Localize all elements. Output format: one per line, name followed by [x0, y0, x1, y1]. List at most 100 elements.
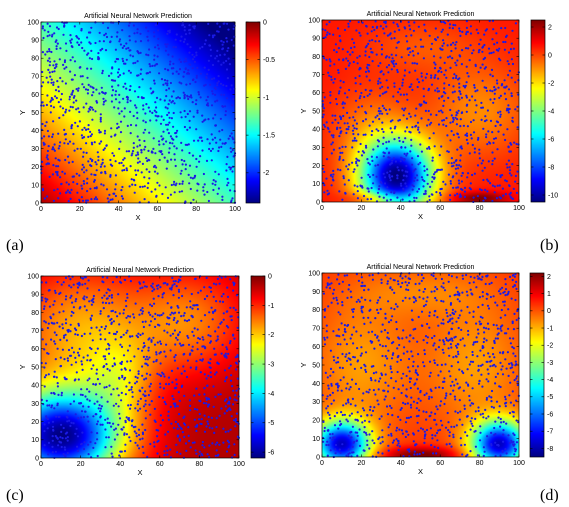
scatter-point: [143, 185, 146, 188]
scatter-point: [401, 169, 404, 172]
scatter-point: [430, 396, 433, 399]
scatter-point: [443, 289, 447, 292]
scatter-point: [168, 31, 171, 34]
scatter-point: [400, 391, 403, 395]
scatter-point: [336, 278, 339, 281]
scatter-point: [465, 290, 468, 293]
scatter-point: [187, 434, 190, 437]
scatter-point: [62, 336, 66, 339]
scatter-point: [499, 110, 502, 113]
scatter-point: [117, 107, 120, 110]
scatter-point: [434, 38, 437, 41]
scatter-point: [393, 82, 396, 85]
scatter-point: [460, 147, 463, 150]
scatter-point: [427, 146, 431, 149]
scatter-point: [193, 327, 196, 330]
scatter-point: [50, 406, 53, 409]
scatter-point: [139, 309, 142, 312]
scatter-point: [157, 284, 160, 287]
scatter-point: [164, 67, 167, 71]
scatter-point: [396, 347, 399, 350]
scatter-point: [207, 59, 210, 62]
scatter-point: [515, 318, 518, 322]
scatter-point: [494, 337, 497, 340]
scatter-point: [512, 274, 515, 277]
scatter-point: [440, 95, 443, 98]
scatter-point: [97, 57, 101, 60]
scatter-point: [91, 339, 94, 342]
scatter-point: [428, 360, 432, 363]
scatter-point: [458, 77, 461, 80]
scatter-point: [189, 404, 192, 407]
scatter-point: [200, 418, 203, 421]
scatter-point: [84, 276, 87, 279]
scatter-point: [104, 91, 107, 95]
scatter-point: [211, 147, 214, 150]
scatter-point: [394, 303, 397, 306]
scatter-point: [62, 453, 65, 456]
scatter-point: [470, 292, 473, 295]
scatter-point: [440, 168, 443, 171]
scatter-point: [210, 78, 214, 81]
scatter-point: [163, 99, 166, 102]
scatter-point: [405, 374, 408, 378]
scatter-point: [405, 288, 408, 291]
scatter-point: [51, 420, 55, 423]
scatter-point: [219, 322, 222, 325]
scatter-point: [360, 296, 363, 299]
scatter-point: [47, 322, 50, 325]
scatter-point: [188, 110, 192, 113]
scatter-point: [371, 120, 375, 123]
scatter-point: [166, 331, 169, 334]
scatter-point: [184, 115, 187, 118]
scatter-point: [433, 76, 436, 79]
scatter-point: [397, 100, 400, 103]
scatter-point: [511, 390, 514, 393]
scatter-point: [76, 147, 79, 150]
scatter-point: [477, 136, 480, 140]
scatter-point: [188, 51, 191, 54]
scatter-point: [141, 332, 144, 335]
scatter-point: [57, 27, 60, 31]
scatter-point: [134, 375, 137, 378]
scatter-point: [461, 274, 464, 277]
scatter-point: [110, 72, 113, 75]
scatter-point: [479, 38, 482, 41]
scatter-point: [189, 306, 192, 309]
scatter-point: [509, 381, 512, 384]
scatter-point: [108, 289, 111, 292]
scatter-point: [92, 446, 95, 449]
scatter-point: [339, 39, 342, 42]
scatter-point: [155, 106, 158, 109]
scatter-point: [510, 42, 513, 45]
scatter-point: [383, 107, 386, 110]
scatter-point: [327, 387, 330, 390]
scatter-point: [414, 369, 417, 372]
scatter-point: [227, 400, 231, 403]
scatter-point: [509, 342, 512, 345]
scatter-point: [215, 300, 218, 303]
x-tick-label: 20: [76, 206, 84, 213]
scatter-point: [401, 107, 404, 110]
scatter-point: [197, 337, 200, 340]
scatter-point: [484, 408, 487, 411]
scatter-point: [105, 291, 108, 294]
scatter-point: [502, 429, 505, 432]
scatter-point: [368, 175, 371, 178]
scatter-point: [425, 418, 428, 421]
scatter-point: [223, 355, 226, 358]
scatter-point: [177, 391, 180, 394]
scatter-point: [180, 158, 183, 162]
scatter-point: [404, 146, 407, 149]
scatter-point: [435, 423, 438, 426]
scatter-point: [355, 127, 358, 130]
scatter-point: [410, 138, 413, 141]
scatter-point: [442, 322, 445, 325]
scatter-point: [100, 86, 103, 89]
scatter-point: [512, 411, 515, 414]
scatter-point: [136, 31, 139, 34]
scatter-point: [455, 346, 459, 349]
scatter-point: [209, 83, 212, 86]
scatter-point: [54, 63, 58, 66]
scatter-point: [194, 80, 197, 84]
